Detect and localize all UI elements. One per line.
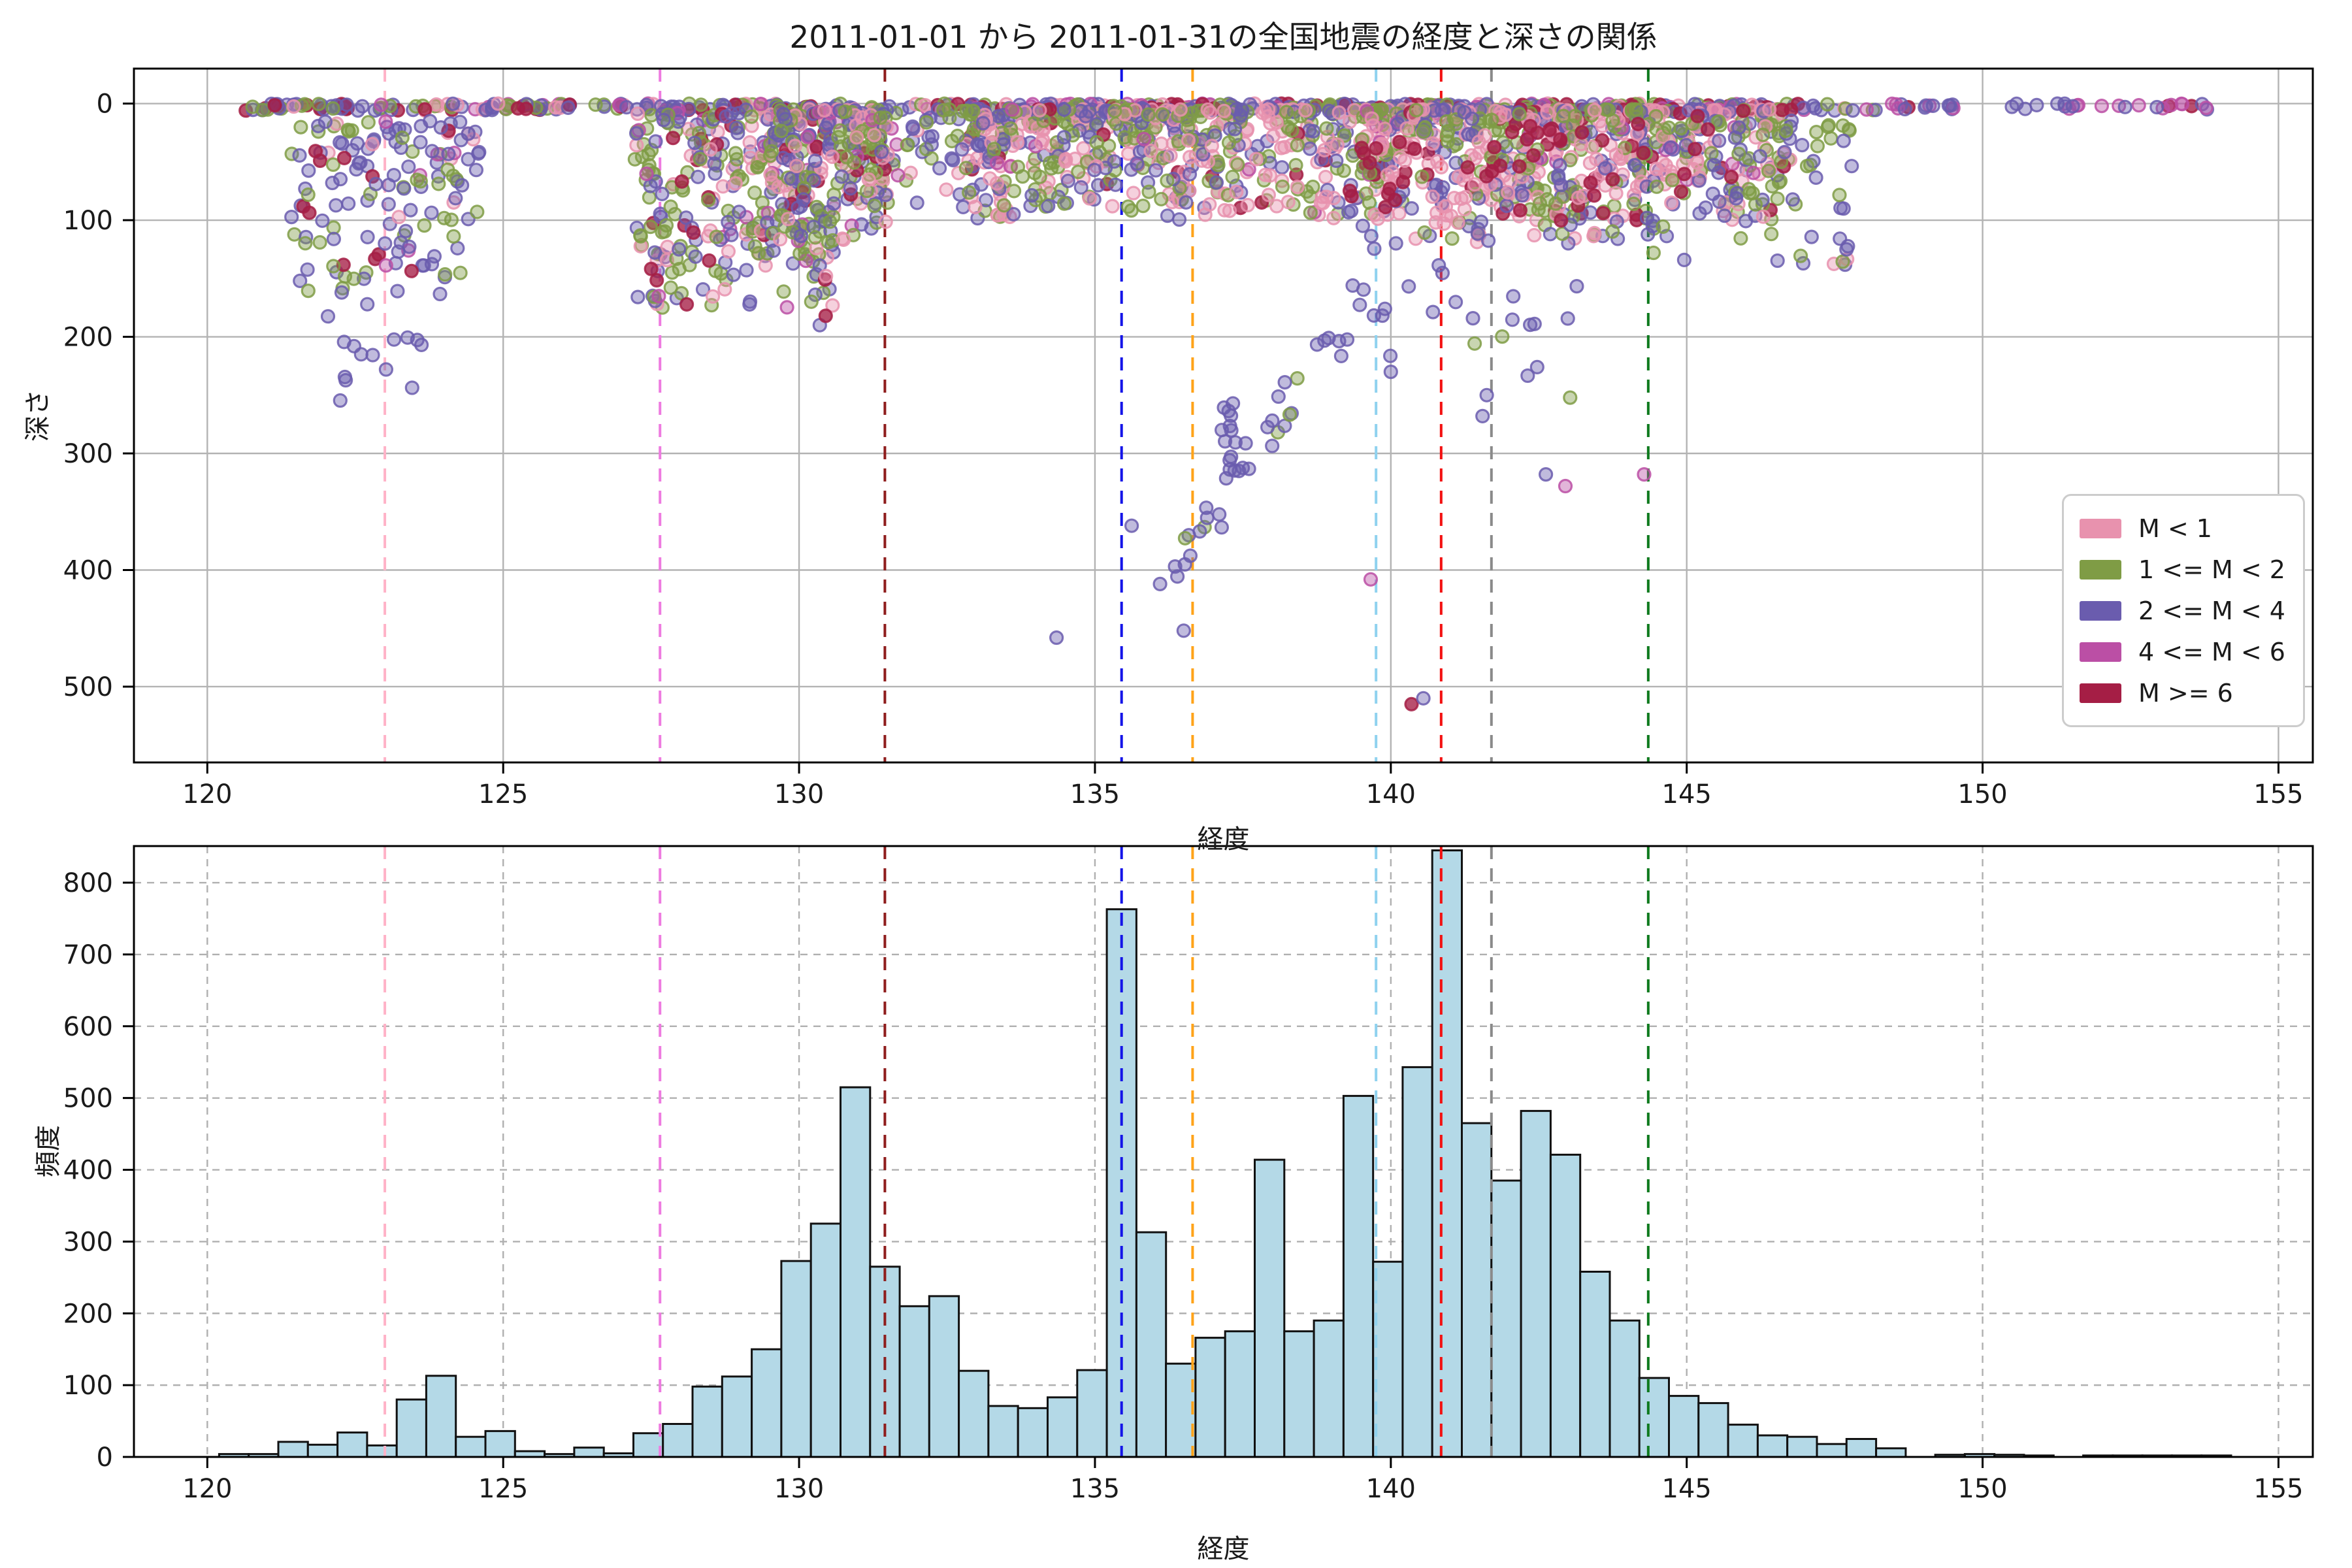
svg-text:0: 0 [97,90,113,120]
legend-item: 2 <= M < 4 [2080,590,2287,631]
legend-item: 4 <= M < 6 [2080,631,2287,672]
svg-text:130: 130 [774,779,824,809]
svg-text:140: 140 [1366,779,1416,809]
legend-swatch [2080,559,2121,580]
legend-label: 2 <= M < 4 [2138,596,2285,625]
svg-text:155: 155 [2253,1474,2303,1504]
histogram-bars [218,849,2232,1458]
svg-text:100: 100 [63,1371,113,1401]
svg-text:300: 300 [63,439,113,469]
histogram-axes: 120 125 130 135 140 145 150 155 0 100 200 300 400 500… [63,845,2314,1504]
legend-item: M >= 6 [2080,672,2287,713]
legend-item: 1 <= M < 2 [2080,549,2287,590]
svg-text:140: 140 [1366,1474,1416,1504]
svg-text:120: 120 [182,1474,232,1504]
legend-label: M < 1 [2138,514,2212,543]
legend-swatch [2080,600,2121,621]
svg-text:300: 300 [63,1227,113,1257]
svg-text:130: 130 [774,1474,824,1504]
svg-text:145: 145 [1662,779,1712,809]
svg-text:400: 400 [63,555,113,585]
scatter-y-axis-label: 深さ [23,389,53,442]
svg-text:135: 135 [1070,1474,1120,1504]
legend-label: 1 <= M < 2 [2138,555,2285,584]
svg-text:700: 700 [63,940,113,970]
svg-text:600: 600 [63,1012,113,1042]
svg-text:800: 800 [63,868,113,898]
histogram-y-axis-label: 頻度 [33,1125,63,1177]
svg-text:155: 155 [2253,779,2303,809]
legend-label: M >= 6 [2138,678,2233,708]
scatter-x-axis-label: 経度 [1197,825,1250,855]
chart-title: 2011-01-01 から 2011-01-31の全国地震の経度と深さの関係 [789,20,1658,56]
svg-text:500: 500 [63,1084,113,1114]
legend: M < 1 1 <= M < 2 2 <= M < 4 4 <= M < 6 M >= … [2062,494,2305,727]
legend-swatch [2080,683,2121,703]
scatter-points [238,96,2215,711]
svg-text:120: 120 [182,779,232,809]
histogram-gridlines [134,846,2313,1458]
svg-text:0: 0 [97,1443,113,1473]
svg-text:500: 500 [63,672,113,702]
svg-text:200: 200 [63,1299,113,1329]
svg-text:150: 150 [1957,1474,2007,1504]
legend-swatch [2080,518,2121,538]
svg-text:100: 100 [63,206,113,236]
scatter-axes: 120 125 130 135 140 145 150 155 0 100 200 300 400 500 [63,67,2314,809]
histogram-x-axis-label: 経度 [1197,1534,1250,1564]
svg-text:150: 150 [1957,779,2007,809]
svg-text:200: 200 [63,323,113,353]
svg-text:135: 135 [1070,779,1120,809]
svg-text:145: 145 [1662,1474,1712,1504]
legend-item: M < 1 [2080,508,2287,549]
histogram-reference-lines [384,846,1650,1457]
legend-swatch [2080,642,2121,662]
svg-text:125: 125 [478,779,528,809]
svg-text:400: 400 [63,1156,113,1186]
svg-text:125: 125 [478,1474,528,1504]
legend-label: 4 <= M < 6 [2138,637,2285,666]
